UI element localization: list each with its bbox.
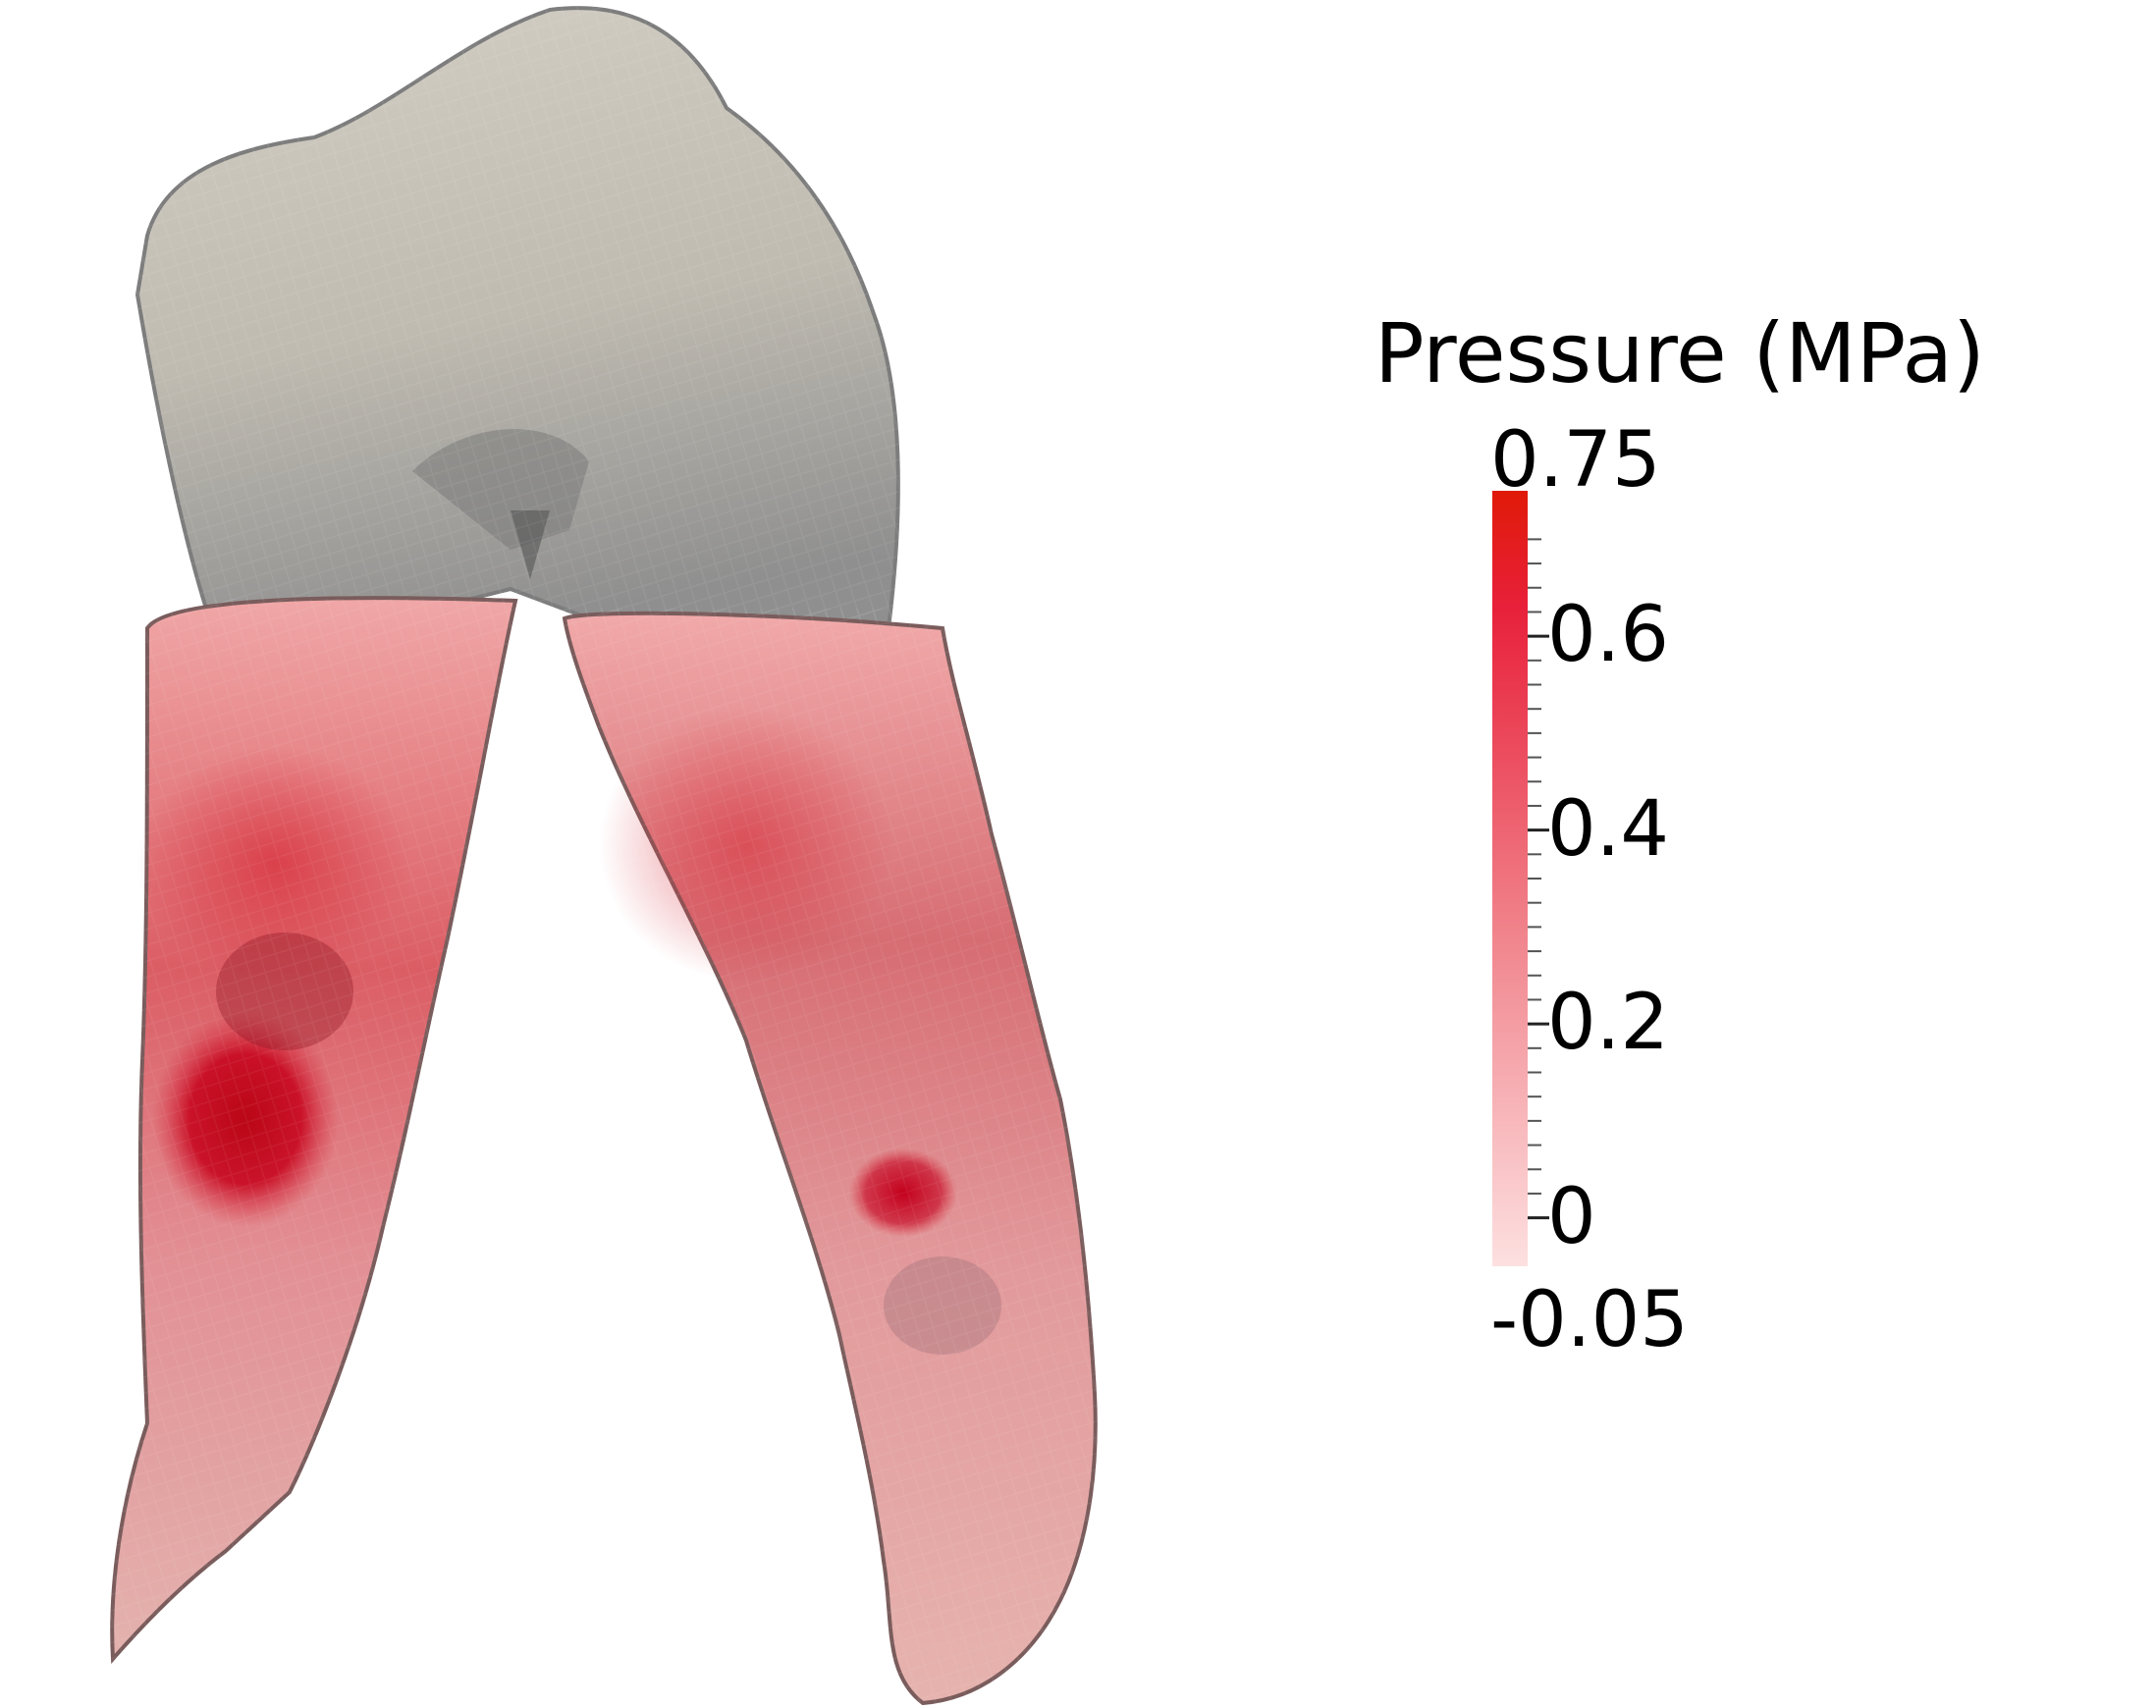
right-root: [560, 609, 1109, 1708]
scale-tick-label: 0.2: [1547, 979, 1670, 1068]
color-scale-bar: [1492, 491, 1528, 1266]
scale-tick-label: 0: [1547, 1172, 1596, 1261]
scale-min-label: -0.05: [1490, 1276, 1689, 1364]
color-scale: [1492, 491, 1549, 1266]
tooth-crown: [128, 0, 913, 667]
left-root: [108, 596, 520, 1669]
color-scale-major-ticks: [1528, 634, 1549, 1220]
legend-title: Pressure (MPa): [1374, 305, 1985, 401]
color-scale-minor-ticks: [1528, 538, 1541, 1219]
scale-max-label: 0.75: [1490, 416, 1661, 505]
scale-tick-label: 0.4: [1547, 784, 1670, 874]
scale-tick-label: 0.6: [1547, 591, 1670, 680]
